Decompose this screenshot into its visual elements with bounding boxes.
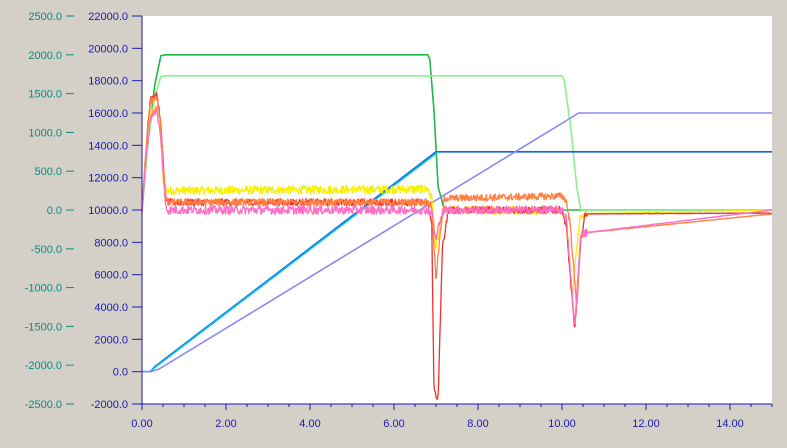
left-axis-tick-label: 500.0 xyxy=(34,166,62,178)
right-axis-tick-label: 16000.0 xyxy=(88,108,128,120)
right-axis-tick-label: 18000.0 xyxy=(88,76,128,88)
right-axis-tick-label: 2000.0 xyxy=(94,334,128,346)
right-axis-tick-label: 4000.0 xyxy=(94,302,128,314)
left-axis-tick-label: 2000.0 xyxy=(28,50,62,62)
right-axis-tick-label: -2000.0 xyxy=(91,399,128,411)
right-axis-tick-label: 20000.0 xyxy=(88,43,128,55)
x-axis-tick-label: 2.00 xyxy=(215,418,236,430)
left-axis-tick-label: -1500.0 xyxy=(25,321,62,333)
left-axis-tick-label: 0.0 xyxy=(47,205,62,217)
series-line-9 xyxy=(141,106,773,325)
x-axis-tick-label: 14.00 xyxy=(716,418,744,430)
right-axis-tick-label: 0.0 xyxy=(113,367,128,379)
series-line-5 xyxy=(142,112,772,373)
right-axis-tick-label: 8000.0 xyxy=(94,237,128,249)
right-axis-tick-label: 12000.0 xyxy=(88,173,128,185)
left-axis-tick-label: 1500.0 xyxy=(28,89,62,101)
left-axis-tick-label: -500.0 xyxy=(31,244,62,256)
right-axis-tick-label: 6000.0 xyxy=(94,270,128,282)
x-axis-tick-label: 4.00 xyxy=(299,418,320,430)
left-axis: 2500.0 2000.0 1500.0 1000.0 500.0 0.0 -500.0 -1… xyxy=(25,11,74,411)
x-axis-tick-label: 0.00 xyxy=(131,418,152,430)
left-axis-tick-label: -2000.0 xyxy=(25,360,62,372)
x-axis-tick-label: 8.00 xyxy=(467,418,488,430)
right-axis: 22000.0 20000.0 18000.0 16000.0 14000.0 12000… xyxy=(88,11,142,411)
series-group xyxy=(141,53,773,400)
series-line-8 xyxy=(141,95,773,308)
right-axis-tick-label: 10000.0 xyxy=(88,205,128,217)
right-axis-tick-label: 14000.0 xyxy=(88,140,128,152)
left-axis-tick-label: 2500.0 xyxy=(28,11,62,23)
left-axis-tick-label: -1000.0 xyxy=(25,283,62,295)
left-axis-tick-label: -2500.0 xyxy=(25,399,62,411)
x-axis-tick-label: 6.00 xyxy=(383,418,404,430)
x-axis: 0.00 2.00 4.00 6.00 8.00 10.00 12.00 14.00 xyxy=(131,404,773,430)
x-axis-tick-label: 10.00 xyxy=(548,418,576,430)
left-axis-tick-label: 1000.0 xyxy=(28,127,62,139)
x-axis-tick-label: 12.00 xyxy=(632,418,660,430)
right-axis-tick-label: 22000.0 xyxy=(88,11,128,23)
